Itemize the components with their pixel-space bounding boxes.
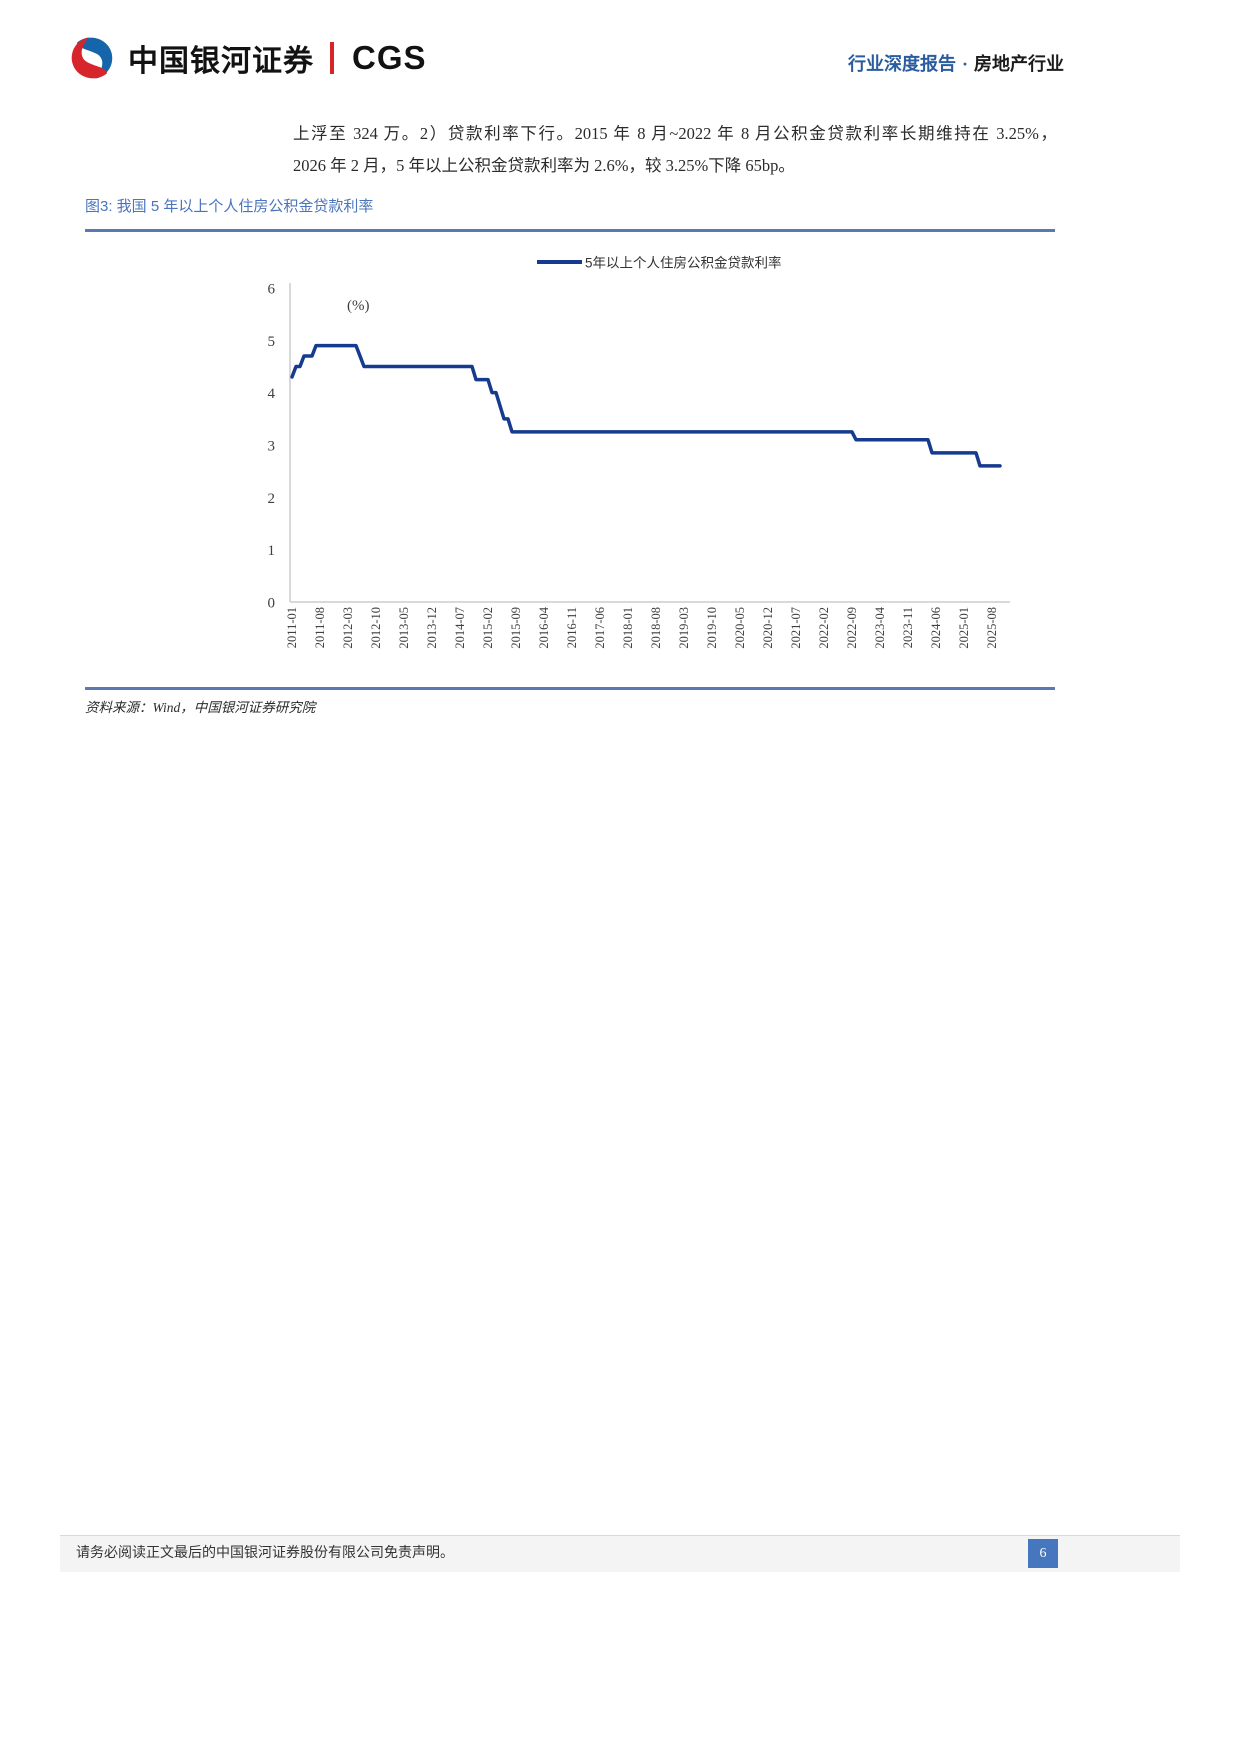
brand-divider bbox=[330, 42, 334, 74]
x-tick-label: 2021-07 bbox=[789, 607, 803, 649]
x-tick-label: 2014-07 bbox=[453, 607, 467, 649]
x-tick-label: 2023-11 bbox=[901, 607, 915, 648]
legend-label: 5年以上个人住房公积金贷款利率 bbox=[585, 255, 782, 271]
x-tick-label: 2024-06 bbox=[929, 607, 943, 649]
x-tick-label: 2020-05 bbox=[733, 607, 747, 649]
figure3-top-rule bbox=[85, 229, 1055, 232]
x-tick-label: 2019-03 bbox=[677, 607, 691, 649]
body-paragraph-line2: 2026 年 2 月，5 年以上公积金贷款利率为 2.6%，较 3.25%下降 … bbox=[293, 156, 795, 175]
report-type-header: 行业深度报告 · 房地产行业 bbox=[848, 50, 1064, 76]
header-separator: · bbox=[961, 54, 968, 74]
y-tick-label: 6 bbox=[268, 282, 276, 298]
x-tick-label: 2022-09 bbox=[845, 607, 859, 649]
figure3-bottom-rule bbox=[85, 687, 1055, 690]
x-tick-label: 2016-04 bbox=[537, 606, 551, 648]
x-tick-label: 2015-02 bbox=[481, 607, 495, 649]
footer-disclaimer: 请务必阅读正文最后的中国银河证券股份有限公司免责声明。 bbox=[76, 1546, 454, 1561]
figure3-source: 资料来源：Wind，中国银河证券研究院 bbox=[85, 700, 316, 715]
doc-type-label: 行业深度报告 bbox=[847, 54, 956, 74]
y-tick-label: 1 bbox=[268, 543, 276, 559]
x-tick-label: 2023-04 bbox=[873, 606, 887, 648]
x-tick-label: 2012-03 bbox=[341, 607, 355, 649]
x-tick-label: 2011-08 bbox=[313, 607, 327, 648]
x-tick-label: 2018-08 bbox=[649, 607, 663, 649]
rate-series-line bbox=[290, 343, 1002, 468]
y-tick-label: 3 bbox=[268, 439, 276, 455]
galaxy-logo-icon bbox=[71, 37, 113, 79]
figure3: 图3: 我国 5 年以上个人住房公积金贷款利率 0 1 2 3 4 5 6 (%) 2011-0… bbox=[85, 194, 1055, 716]
y-tick-label: 2 bbox=[268, 491, 276, 507]
body-paragraph: 上浮至 324 万。2）贷款利率下行。2015 年 8 月~2022 年 8 月… bbox=[293, 118, 1057, 182]
x-tick-label: 2020-12 bbox=[761, 607, 775, 649]
brand-name-en: CGS bbox=[352, 39, 427, 76]
footer: 请务必阅读正文最后的中国银河证券股份有限公司免责声明。 6 bbox=[60, 1535, 1180, 1572]
x-tick-label: 2017-06 bbox=[593, 607, 607, 649]
industry-label: 房地产行业 bbox=[974, 54, 1064, 74]
x-tick-label: 2025-08 bbox=[985, 607, 999, 649]
y-tick-label: 5 bbox=[268, 334, 276, 350]
figure3-title: 图3: 我国 5 年以上个人住房公积金贷款利率 bbox=[85, 198, 374, 215]
brand-name-cn: 中国银河证券 bbox=[128, 45, 314, 78]
figure3-chart: 0 1 2 3 4 5 6 (%) 2011-01 2011-08 2012-03 2012-10 20… bbox=[268, 255, 1010, 649]
x-tick-label: 2013-12 bbox=[425, 607, 439, 649]
x-tick-label: 2016-11 bbox=[565, 607, 579, 648]
x-tick-label: 2019-10 bbox=[705, 607, 719, 649]
x-tick-label: 2012-10 bbox=[369, 607, 383, 649]
y-tick-label: 0 bbox=[268, 596, 276, 612]
y-tick-label: 4 bbox=[268, 386, 276, 402]
x-tick-label: 2015-09 bbox=[509, 607, 523, 649]
x-tick-label: 2011-01 bbox=[285, 607, 299, 648]
x-tick-label: 2025-01 bbox=[957, 607, 971, 649]
body-paragraph-line1: 上浮至 324 万。2）贷款利率下行。2015 年 8 月~2022 年 8 月… bbox=[293, 124, 1057, 143]
y-axis-unit-label: (%) bbox=[347, 298, 370, 314]
x-tick-label: 2013-05 bbox=[397, 607, 411, 649]
page-number-badge: 6 bbox=[1028, 1539, 1058, 1568]
x-tick-label: 2022-02 bbox=[817, 607, 831, 649]
x-tick-label: 2018-01 bbox=[621, 607, 635, 649]
brand-header: 中国银河证券 CGS bbox=[66, 32, 427, 84]
